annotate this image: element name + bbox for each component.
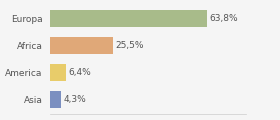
Text: 6,4%: 6,4% (69, 68, 91, 77)
Bar (50, 10, 207, 27)
Text: 25,5%: 25,5% (115, 41, 144, 50)
Bar (50, 91, 61, 108)
Text: 63,8%: 63,8% (209, 14, 238, 23)
Bar (50, 64, 66, 81)
Text: 4,3%: 4,3% (63, 95, 86, 104)
Bar (50, 37, 113, 54)
